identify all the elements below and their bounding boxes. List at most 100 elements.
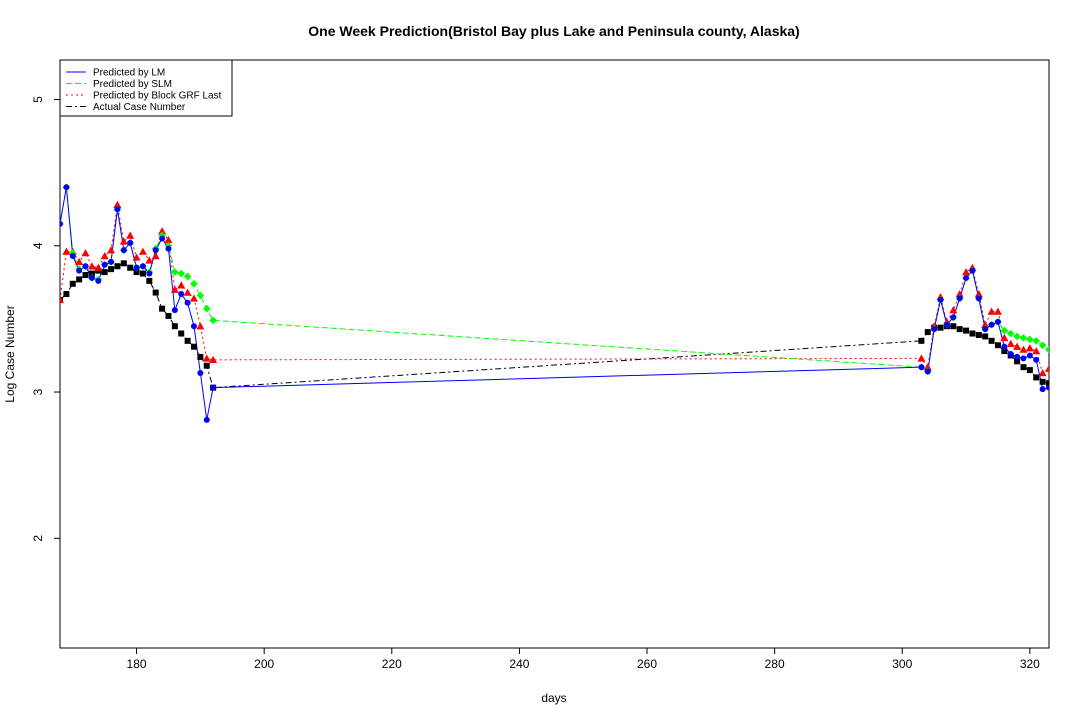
data-point-lm — [931, 326, 938, 333]
data-point-actual — [133, 269, 140, 276]
data-point-slm — [1045, 345, 1049, 354]
data-point-actual — [1014, 358, 1021, 365]
data-point-actual — [969, 330, 976, 337]
data-point-lm — [1033, 356, 1040, 363]
data-point-grf — [126, 231, 135, 239]
x-tick-label: 240 — [509, 657, 529, 671]
y-tick-label: 3 — [31, 388, 45, 395]
data-point-grf — [196, 322, 205, 330]
data-point-grf — [923, 363, 932, 371]
data-point-actual — [165, 312, 172, 319]
data-point-lm — [197, 370, 204, 377]
plot-area — [60, 183, 1049, 423]
data-point-grf — [107, 246, 116, 254]
data-point-actual — [975, 331, 982, 338]
data-point-actual — [127, 264, 134, 271]
data-point-grf — [151, 252, 160, 260]
data-point-lm — [1046, 384, 1049, 391]
data-point-grf — [94, 263, 103, 271]
data-point-grf — [177, 281, 186, 289]
series-line-0 — [60, 187, 1049, 420]
data-point-slm — [1038, 341, 1047, 350]
data-point-actual — [101, 269, 108, 276]
data-point-grf — [183, 288, 192, 296]
y-tick-label: 4 — [31, 242, 45, 249]
data-point-lm — [950, 314, 957, 321]
data-point-grf — [60, 295, 64, 304]
x-axis: 180 200 220 240 260 280 300 320 — [127, 648, 1040, 671]
data-point-actual — [963, 327, 970, 334]
y-axis: 2 3 4 5 — [31, 96, 60, 542]
x-axis-label: days — [541, 691, 566, 705]
data-point-lm — [114, 206, 121, 213]
series-markers-0 — [60, 184, 1049, 423]
data-point-actual — [1026, 367, 1033, 374]
data-point-actual — [937, 324, 944, 331]
data-point-grf — [993, 307, 1002, 315]
data-point-lm — [127, 239, 134, 246]
x-tick-label: 200 — [254, 657, 274, 671]
data-point-actual — [178, 330, 185, 337]
series-line-1 — [60, 187, 1049, 373]
data-point-grf — [113, 200, 122, 209]
data-point-grf — [62, 247, 71, 255]
data-point-grf — [119, 237, 128, 245]
data-point-actual — [76, 276, 83, 283]
data-point-grf — [87, 262, 96, 270]
data-point-grf — [1032, 347, 1041, 355]
data-point-actual — [203, 362, 210, 369]
data-point-grf — [1013, 342, 1022, 350]
plot-frame — [59, 59, 1050, 649]
data-point-actual — [988, 337, 995, 344]
series-line-2 — [60, 204, 1049, 374]
data-point-grf — [987, 307, 996, 315]
data-point-lm — [994, 318, 1001, 325]
series-markers-3 — [60, 260, 1049, 391]
data-point-lm — [982, 326, 989, 333]
data-point-actual — [69, 280, 76, 287]
data-point-grf — [981, 320, 990, 328]
data-point-lm — [120, 247, 127, 254]
data-point-actual — [63, 291, 70, 298]
x-tick-label: 320 — [1020, 657, 1040, 671]
data-point-grf — [209, 355, 218, 364]
data-point-actual — [1033, 374, 1040, 381]
data-point-actual — [982, 333, 989, 340]
data-point-grf — [1006, 339, 1015, 347]
data-point-lm — [937, 296, 944, 303]
data-point-grf — [1025, 344, 1034, 352]
data-point-lm — [963, 274, 970, 281]
data-point-grf — [202, 354, 211, 362]
data-point-lm — [988, 321, 995, 328]
x-tick-label: 180 — [127, 657, 147, 671]
data-point-slm — [1019, 334, 1028, 342]
data-point-slm — [183, 272, 192, 281]
data-point-lm — [969, 267, 976, 274]
legend-entry-label: Actual Case Number — [93, 102, 186, 113]
data-point-slm — [1000, 326, 1009, 335]
data-point-slm — [1032, 337, 1041, 345]
data-point-actual — [950, 323, 957, 330]
data-point-grf — [75, 257, 84, 266]
data-point-lm — [956, 295, 963, 302]
data-point-lm — [975, 295, 982, 302]
x-tick-label: 260 — [637, 657, 657, 671]
data-point-lm — [133, 264, 140, 271]
data-point-actual — [108, 266, 115, 273]
data-point-grf — [949, 306, 958, 314]
data-point-grf — [1019, 345, 1028, 353]
data-point-actual — [1001, 348, 1008, 355]
data-point-actual — [197, 353, 204, 360]
data-point-lm — [918, 364, 925, 371]
data-point-actual — [190, 343, 197, 350]
data-point-actual — [171, 323, 178, 330]
data-point-actual — [918, 337, 925, 344]
data-point-actual — [994, 342, 1001, 349]
data-point-actual — [114, 263, 121, 270]
data-point-actual — [956, 326, 963, 333]
series-markers-1 — [60, 183, 1049, 376]
chart-title: One Week Prediction(Bristol Bay plus Lak… — [308, 23, 799, 39]
data-point-actual — [152, 289, 159, 296]
legend-box — [59, 59, 233, 117]
legend-entry-label: Predicted by Block GRF Last — [93, 91, 222, 102]
